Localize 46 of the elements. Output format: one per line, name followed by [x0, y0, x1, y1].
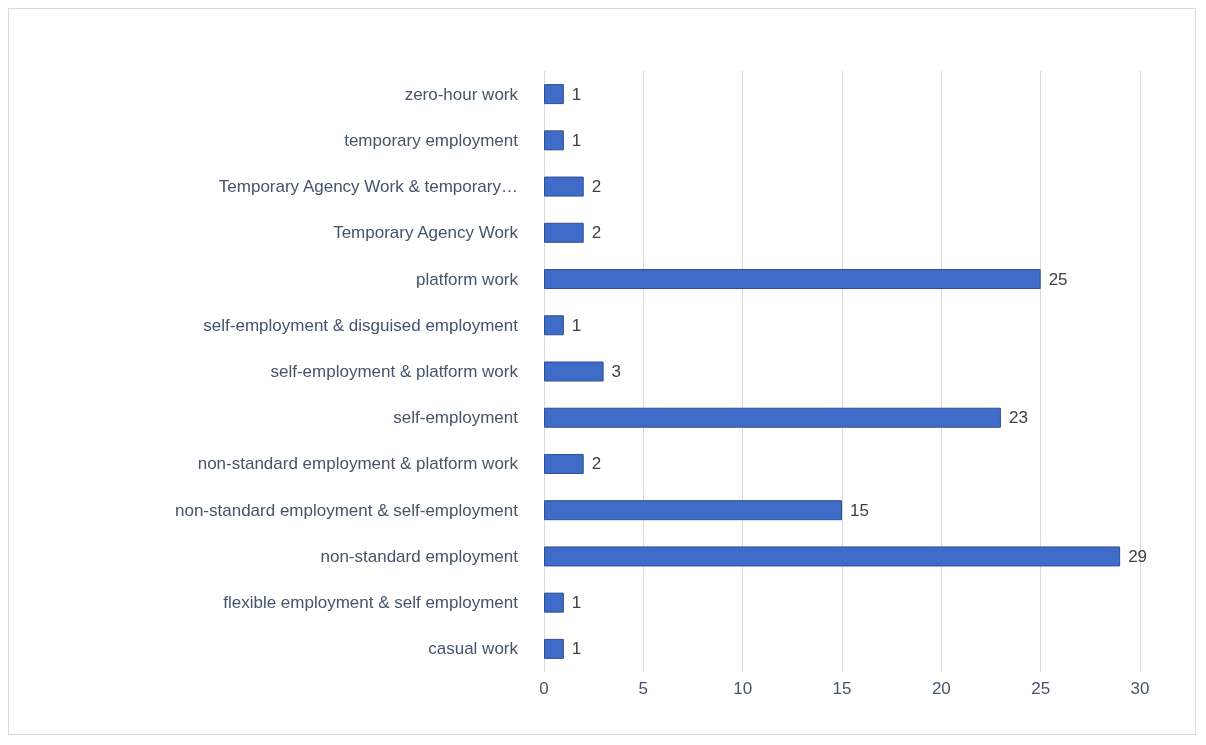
bar: [544, 269, 1041, 290]
bar: [544, 546, 1121, 567]
data-label: 1: [571, 639, 582, 659]
data-label: 2: [591, 454, 602, 474]
y-tick-label: self-employment: [393, 408, 519, 428]
bar: [544, 84, 564, 105]
bar: [544, 638, 564, 659]
y-tick-label: non-standard employment & self-employment: [175, 500, 519, 520]
y-tick-label: zero-hour work: [404, 84, 519, 104]
y-tick-label: self-employment & disguised employment: [203, 315, 519, 335]
y-tick-label: Temporary Agency Work & temporary…: [218, 177, 518, 197]
x-tick-label: 25: [1031, 679, 1051, 698]
y-tick-label: platform work: [415, 269, 519, 289]
data-label: 1: [571, 130, 582, 150]
x-tick-label: 30: [1130, 679, 1150, 698]
data-label: 2: [591, 223, 602, 243]
bar: [544, 361, 604, 382]
bar: [544, 315, 564, 336]
bar: [544, 222, 584, 243]
bar: [544, 500, 842, 521]
data-label: 3: [611, 362, 622, 381]
x-tick-label: 5: [638, 679, 649, 698]
bar: [544, 592, 564, 613]
x-tick-label: 10: [733, 679, 753, 698]
y-tick-label: non-standard employment & platform work: [197, 454, 519, 474]
data-label: 15: [850, 500, 869, 520]
y-tick-label: self-employment & platform work: [270, 362, 519, 381]
data-label: 2: [591, 177, 602, 197]
data-label: 23: [1008, 408, 1028, 428]
x-tick-label: 20: [931, 679, 951, 698]
y-tick-label: non-standard employment: [320, 546, 519, 566]
bar: [544, 453, 584, 474]
x-tick-label: 0: [539, 679, 549, 698]
data-label: 29: [1128, 546, 1148, 566]
data-label: 1: [571, 84, 582, 104]
bar: [544, 130, 564, 151]
y-tick-label: Temporary Agency Work: [333, 223, 519, 243]
data-label: 1: [571, 315, 582, 335]
bar: [544, 176, 584, 197]
x-tick-label: 15: [832, 679, 852, 698]
y-tick-label: flexible employment & self employment: [223, 593, 519, 613]
bar: [544, 407, 1001, 428]
y-tick-label: temporary employment: [344, 130, 519, 150]
y-tick-label: casual work: [428, 639, 519, 659]
data-label: 25: [1048, 269, 1068, 289]
data-label: 1: [571, 593, 582, 613]
